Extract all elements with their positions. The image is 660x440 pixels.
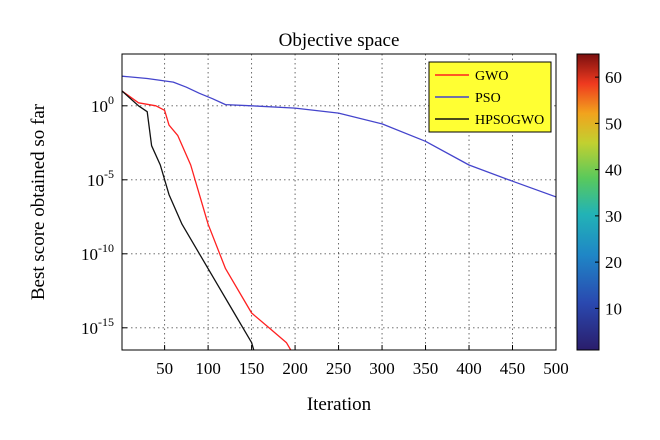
x-tick-label: 350	[413, 359, 439, 378]
series-line-hpsogwo	[122, 90, 255, 350]
x-axis-label: Iteration	[307, 394, 372, 415]
x-tick-label: 100	[195, 359, 221, 378]
series-line-gwo	[122, 90, 292, 350]
y-tick-label: 10-15	[81, 315, 114, 338]
chart-title: Objective space	[279, 30, 400, 51]
colorbar-tick-label: 60	[605, 68, 622, 87]
colorbar-tick-label: 10	[605, 299, 622, 318]
y-tick-label: 10-5	[87, 167, 114, 190]
legend-label: GWO	[475, 69, 508, 84]
series-line-pso	[122, 75, 556, 198]
series-lines	[122, 75, 556, 350]
colorbar-tick-label: 30	[605, 207, 622, 226]
x-tick-label: 200	[282, 359, 308, 378]
x-tick-label: 250	[326, 359, 352, 378]
y-tick-label: 100	[91, 93, 114, 116]
colorbar-tick-label: 50	[605, 114, 622, 133]
legend-label: PSO	[475, 91, 501, 106]
x-tick-label: 150	[239, 359, 265, 378]
legend-label: HPSOGWO	[475, 113, 544, 128]
legend: GWO PSO HPSOGWO	[428, 61, 552, 133]
grid-lines	[122, 54, 556, 350]
x-tick-label: 400	[456, 359, 482, 378]
colorbar-tick-label: 40	[605, 161, 622, 180]
x-axis-ticks: 50 100 150 200 250 300 350 400 450 500	[156, 345, 569, 378]
x-tick-label: 450	[500, 359, 526, 378]
x-tick-label: 500	[543, 359, 569, 378]
x-tick-label: 300	[369, 359, 395, 378]
colorbar-ticks: 10 20 30 40 50 60	[595, 68, 622, 318]
y-axis-label: Best score obtained so far	[28, 103, 49, 300]
colorbar-tick-label: 20	[605, 253, 622, 272]
x-tick-label: 50	[156, 359, 173, 378]
y-tick-label: 10-10	[81, 241, 114, 264]
colorbar	[576, 53, 600, 351]
y-axis-ticks: 100 10-5 10-10 10-15	[81, 93, 127, 338]
